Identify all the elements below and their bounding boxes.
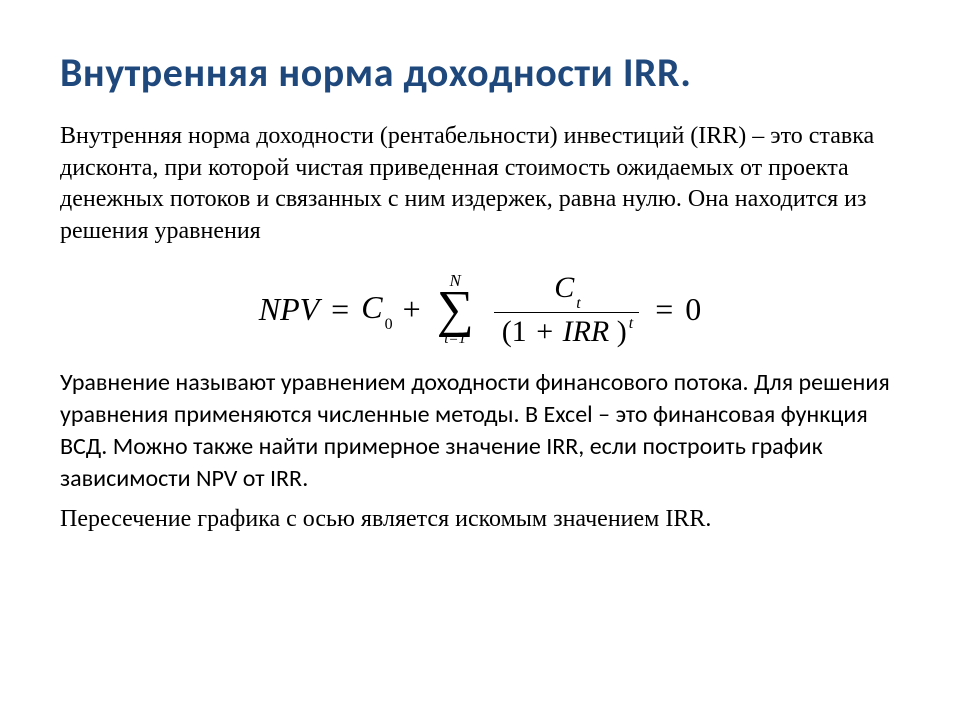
den-plus: +: [536, 315, 553, 348]
intro-paragraph: Внутренняя норма доходности (рентабельно…: [60, 121, 900, 248]
summation: N ∑ t=1: [437, 272, 474, 348]
fraction: Ct (1 + IRR )t: [494, 272, 640, 347]
rhs-equals: =: [655, 291, 673, 328]
num-subscript: t: [576, 295, 580, 312]
den-close: ): [617, 315, 627, 348]
den-irr: IRR: [563, 315, 610, 348]
den-exponent: t: [629, 315, 633, 332]
c0-base: C: [361, 289, 382, 325]
formula-lhs: NPV: [259, 291, 319, 328]
page-title: Внутренняя норма доходности IRR.: [60, 48, 900, 97]
rhs-zero: 0: [685, 291, 701, 328]
explanation-paragraph: Уравнение называют уравнением доходности…: [60, 367, 900, 494]
fraction-denominator: (1 + IRR )t: [494, 316, 640, 348]
sigma-symbol: ∑: [437, 287, 474, 334]
fraction-numerator: Ct: [546, 272, 586, 309]
fraction-bar: [494, 312, 640, 313]
term-c0: C0: [361, 289, 390, 330]
num-base: C: [554, 271, 574, 304]
plus-sign: +: [403, 291, 421, 328]
den-open: (1: [502, 315, 527, 348]
closing-paragraph: Пересечение графика с осью является иско…: [60, 504, 900, 536]
npv-formula: NPV = C0 + N ∑ t=1 Ct (1 + IRR )t = 0: [60, 272, 900, 348]
sigma-lower-bound: t=1: [444, 332, 466, 347]
c0-subscript: 0: [385, 316, 393, 333]
slide: Внутренняя норма доходности IRR. Внутрен…: [0, 0, 960, 720]
equals-sign: =: [331, 291, 349, 328]
